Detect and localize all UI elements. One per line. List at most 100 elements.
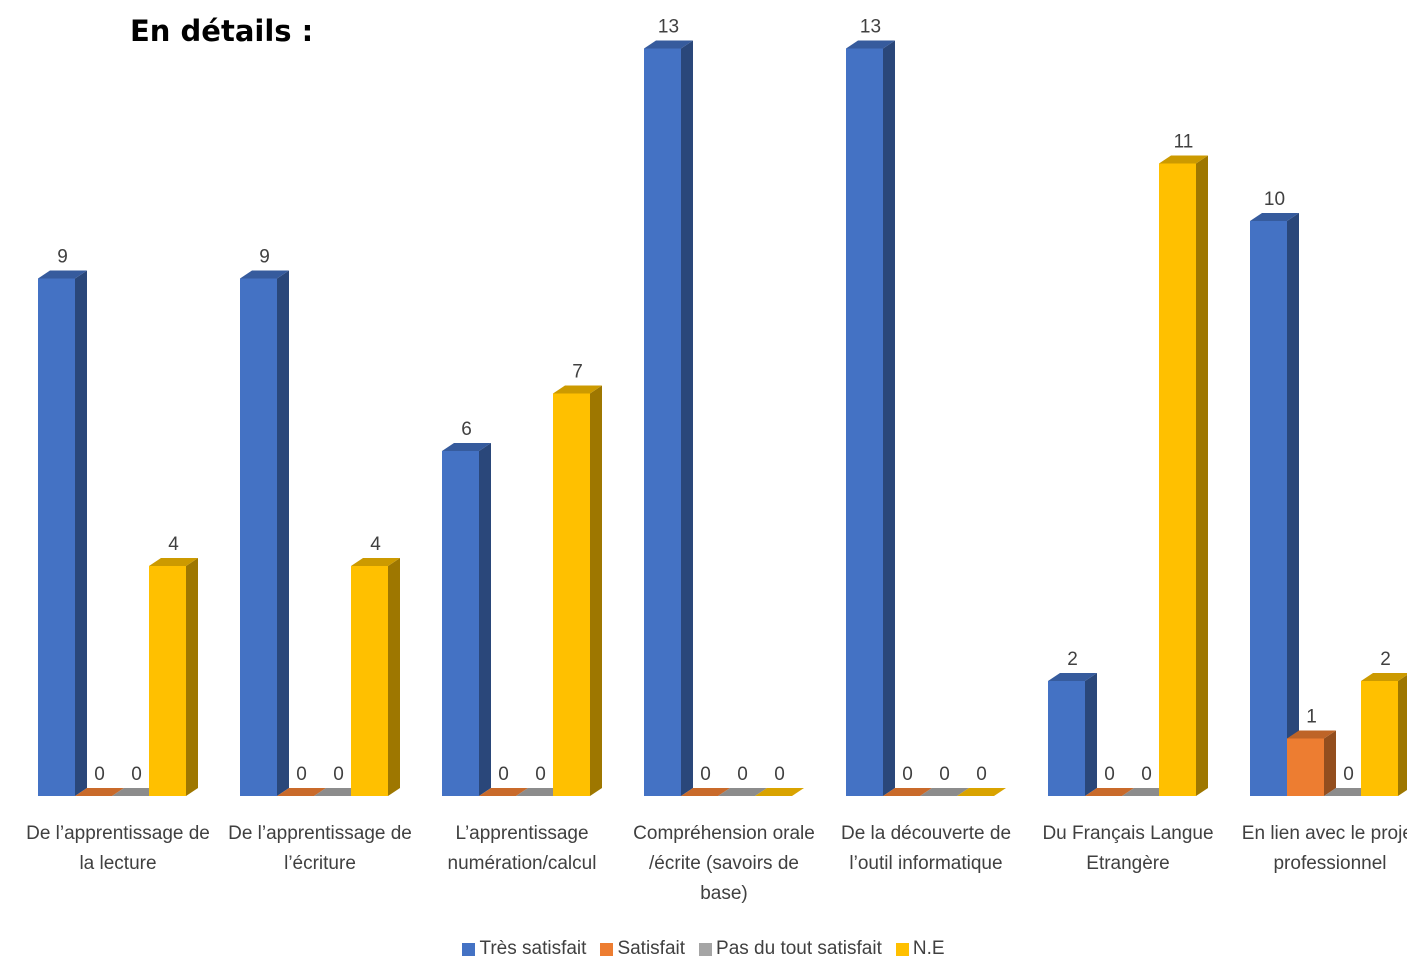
bar — [553, 385, 602, 796]
bar-front — [846, 48, 883, 796]
data-label: 0 — [296, 764, 307, 785]
bar — [920, 788, 969, 796]
legend-label: Satisfait — [617, 938, 686, 959]
bar-group: 6 0 0 7 — [442, 362, 602, 796]
data-label: 0 — [535, 764, 546, 785]
bar-side — [1196, 155, 1208, 796]
data-label: 0 — [94, 764, 105, 785]
data-label: 0 — [700, 764, 711, 785]
bar-side — [479, 443, 491, 796]
bar-top — [846, 40, 895, 49]
bar — [75, 788, 124, 796]
bar-top — [920, 788, 969, 796]
bar-top — [38, 270, 87, 279]
bar — [1287, 730, 1336, 796]
legend-swatch — [895, 942, 909, 956]
bar-top — [112, 788, 161, 796]
bar-side — [1287, 213, 1299, 796]
data-label: 13 — [658, 17, 679, 38]
bar-top — [553, 385, 602, 394]
bar-top — [1250, 213, 1299, 221]
data-label: 0 — [774, 764, 785, 785]
bar-top — [1159, 155, 1208, 164]
data-label: 0 — [498, 764, 509, 785]
data-label: 0 — [902, 764, 913, 785]
data-label: 10 — [1264, 189, 1285, 210]
bar-group: 2 0 0 11 — [1048, 132, 1208, 796]
bar-side — [883, 40, 895, 796]
category-label: L’apprentissage numération/calcul — [447, 823, 597, 874]
bar-top — [314, 788, 363, 796]
bar-side — [277, 270, 289, 796]
bar-top — [681, 788, 730, 796]
bar — [1250, 213, 1299, 796]
bar-side — [388, 558, 400, 796]
bar-top — [277, 788, 326, 796]
bar-side — [590, 385, 602, 796]
bar-top — [442, 443, 491, 451]
legend-item: N.E — [895, 938, 945, 960]
bar-top — [644, 40, 693, 49]
data-label: 7 — [572, 362, 583, 383]
legend-label: Très satisfait — [479, 938, 587, 959]
data-label: 0 — [976, 764, 987, 785]
data-label: 0 — [1104, 764, 1115, 785]
legend-item: Satisfait — [600, 938, 685, 960]
bar-front — [38, 278, 75, 796]
legend-item: Très satisfait — [462, 938, 586, 960]
bar — [1085, 788, 1134, 796]
bar — [479, 788, 528, 796]
data-label: 0 — [333, 764, 344, 785]
data-label: 0 — [939, 764, 950, 785]
bar-front — [149, 566, 186, 796]
bar-top — [479, 788, 528, 796]
bar-front — [1048, 681, 1085, 796]
data-label: 0 — [1343, 764, 1354, 785]
bar-group: 9 0 0 4 — [38, 247, 198, 796]
bar-front — [1250, 221, 1287, 796]
data-label: 0 — [737, 764, 748, 785]
legend-swatch — [600, 942, 614, 956]
legend-swatch — [462, 942, 476, 956]
category-label: En lien avec le projet professionnel — [1241, 823, 1407, 874]
data-label: 9 — [57, 247, 68, 268]
bar — [1122, 788, 1171, 796]
bar — [38, 270, 87, 796]
category-label: De la découverte de l’outil informatique — [840, 823, 1012, 874]
bar-top — [1048, 673, 1097, 681]
bar-front — [1159, 163, 1196, 796]
bar — [240, 270, 289, 796]
bar-front — [351, 566, 388, 796]
bar-top — [755, 788, 804, 796]
bar — [442, 443, 491, 796]
bar — [516, 788, 565, 796]
bar — [846, 40, 895, 796]
legend-label: N.E — [912, 938, 945, 959]
legend-swatch — [699, 942, 713, 956]
bar-side — [681, 40, 693, 796]
bar — [644, 40, 693, 796]
category-label: De l’apprentissage de l’écriture — [228, 823, 412, 874]
bar — [112, 788, 161, 796]
bar — [718, 788, 767, 796]
bar — [1048, 673, 1097, 796]
bar-side — [1324, 730, 1336, 796]
bar — [755, 788, 804, 796]
bar — [957, 788, 1006, 796]
bar-group: 13 0 0 0 — [644, 17, 804, 796]
bar-top — [351, 558, 400, 566]
bar — [883, 788, 932, 796]
bar — [681, 788, 730, 796]
bar-top — [883, 788, 932, 796]
category-label: Compréhension orale /écrite (savoirs de … — [633, 823, 815, 904]
data-label: 11 — [1174, 132, 1194, 153]
data-label: 0 — [1141, 764, 1152, 785]
bar-side — [186, 558, 198, 796]
data-label: 4 — [370, 534, 381, 555]
data-label: 6 — [461, 419, 472, 440]
bar-group: 13 0 0 0 — [846, 17, 1006, 796]
bar-front — [644, 48, 681, 796]
bar-top — [240, 270, 289, 279]
